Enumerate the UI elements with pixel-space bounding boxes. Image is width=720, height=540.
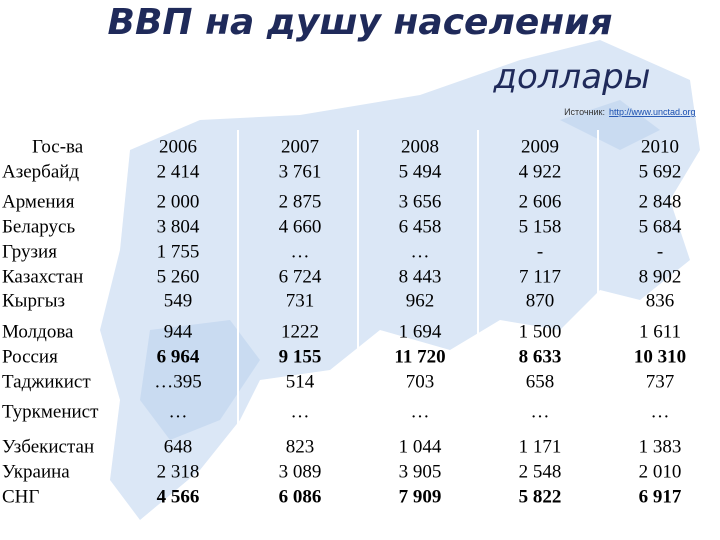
- cell-value: 2 606: [519, 191, 562, 212]
- row-label: Армения: [2, 191, 75, 212]
- cell-value: 944: [164, 321, 193, 342]
- cell-value: 962: [406, 290, 435, 311]
- row-label: Таджикист: [2, 371, 91, 392]
- cell-value: 1 171: [519, 436, 562, 457]
- subtitle: доллары: [492, 57, 650, 97]
- row-label: Казахстан: [2, 266, 83, 287]
- cell-value: 3 905: [399, 461, 442, 482]
- cell-value: …: [291, 241, 310, 262]
- cell-value: …395: [154, 371, 202, 392]
- cell-value: 4 660: [279, 216, 322, 237]
- cell-value: 1 694: [399, 321, 442, 342]
- cell-value: 2 000: [157, 191, 200, 212]
- cell-value: 737: [646, 371, 675, 392]
- row-label: Грузия: [2, 241, 57, 262]
- row-label: Туркменист: [2, 401, 99, 422]
- column-header: 2008: [401, 136, 439, 157]
- row-label: Узбекистан: [2, 436, 94, 457]
- cell-value: 4 922: [519, 161, 562, 182]
- cell-value: 1 755: [157, 241, 200, 262]
- column-dividers: [237, 130, 599, 515]
- cell-value: …: [291, 401, 310, 422]
- cell-value: 3 089: [279, 461, 322, 482]
- cell-value: …: [651, 401, 670, 422]
- cell-value: -: [537, 241, 543, 262]
- cell-value: 6 458: [399, 216, 442, 237]
- cell-value: 5 684: [639, 216, 682, 237]
- cell-value: 11 720: [394, 346, 445, 367]
- cell-value: 514: [286, 371, 315, 392]
- cell-value: 658: [526, 371, 555, 392]
- cell-value: 5 822: [519, 486, 562, 507]
- cell-value: 8 443: [399, 266, 442, 287]
- cell-value: 2 875: [279, 191, 322, 212]
- map-background: [100, 40, 700, 520]
- cell-value: 5 692: [639, 161, 682, 182]
- column-header: 2010: [641, 136, 679, 157]
- cell-value: 2 414: [157, 161, 200, 182]
- cell-value: -: [657, 241, 663, 262]
- column-header: 2006: [159, 136, 197, 157]
- cell-value: …: [411, 401, 430, 422]
- cell-value: 5 158: [519, 216, 562, 237]
- cell-value: 6 086: [279, 486, 322, 507]
- cell-value: 1 383: [639, 436, 682, 457]
- cell-value: 731: [286, 290, 315, 311]
- row-label: Беларусь: [2, 216, 75, 237]
- cell-value: 836: [646, 290, 675, 311]
- cell-value: …: [169, 401, 188, 422]
- column-header: 2007: [281, 136, 319, 157]
- source-url[interactable]: http://www.unctad.org: [609, 107, 696, 117]
- cell-value: 2 318: [157, 461, 200, 482]
- cell-value: 1 500: [519, 321, 562, 342]
- row-label: Азербайд: [2, 161, 79, 182]
- column-header: Гос-ва: [32, 136, 84, 157]
- cell-value: 1 044: [399, 436, 442, 457]
- title: ВВП на душу населения: [108, 2, 613, 43]
- column-header: 2009: [521, 136, 559, 157]
- cell-value: 2 548: [519, 461, 562, 482]
- cell-value: 648: [164, 436, 193, 457]
- cell-value: 823: [286, 436, 315, 457]
- cell-value: 870: [526, 290, 555, 311]
- cell-value: 703: [406, 371, 435, 392]
- cell-value: 3 804: [157, 216, 200, 237]
- cell-value: 6 917: [639, 486, 682, 507]
- row-label: Украина: [2, 461, 70, 482]
- cell-value: 8 902: [639, 266, 682, 287]
- cell-value: 1 611: [639, 321, 681, 342]
- cell-value: …: [411, 241, 430, 262]
- cell-value: 4 566: [157, 486, 200, 507]
- cell-value: 5 494: [399, 161, 442, 182]
- row-label: Кыргыз: [2, 290, 65, 311]
- row-label: СНГ: [2, 486, 39, 507]
- cell-value: 10 310: [634, 346, 686, 367]
- cell-value: 7 909: [399, 486, 442, 507]
- cell-value: 9 155: [279, 346, 322, 367]
- row-label: Россия: [2, 346, 58, 367]
- cell-value: 6 724: [279, 266, 322, 287]
- cell-value: 8 633: [519, 346, 562, 367]
- cell-value: 3 656: [399, 191, 442, 212]
- cell-value: 549: [164, 290, 193, 311]
- cell-value: 6 964: [157, 346, 200, 367]
- cell-value: 7 117: [519, 266, 561, 287]
- cell-value: 2 848: [639, 191, 682, 212]
- cell-value: …: [531, 401, 550, 422]
- row-label: Молдова: [2, 321, 74, 342]
- cell-value: 1222: [281, 321, 319, 342]
- table: Гос-ва 2006 2007 2008 2009 2010 Азербайд 2 414 3…: [2, 136, 686, 507]
- cell-value: 2 010: [639, 461, 682, 482]
- cell-value: 5 260: [157, 266, 200, 287]
- source-label: Источник:: [564, 107, 605, 117]
- cell-value: 3 761: [279, 161, 322, 182]
